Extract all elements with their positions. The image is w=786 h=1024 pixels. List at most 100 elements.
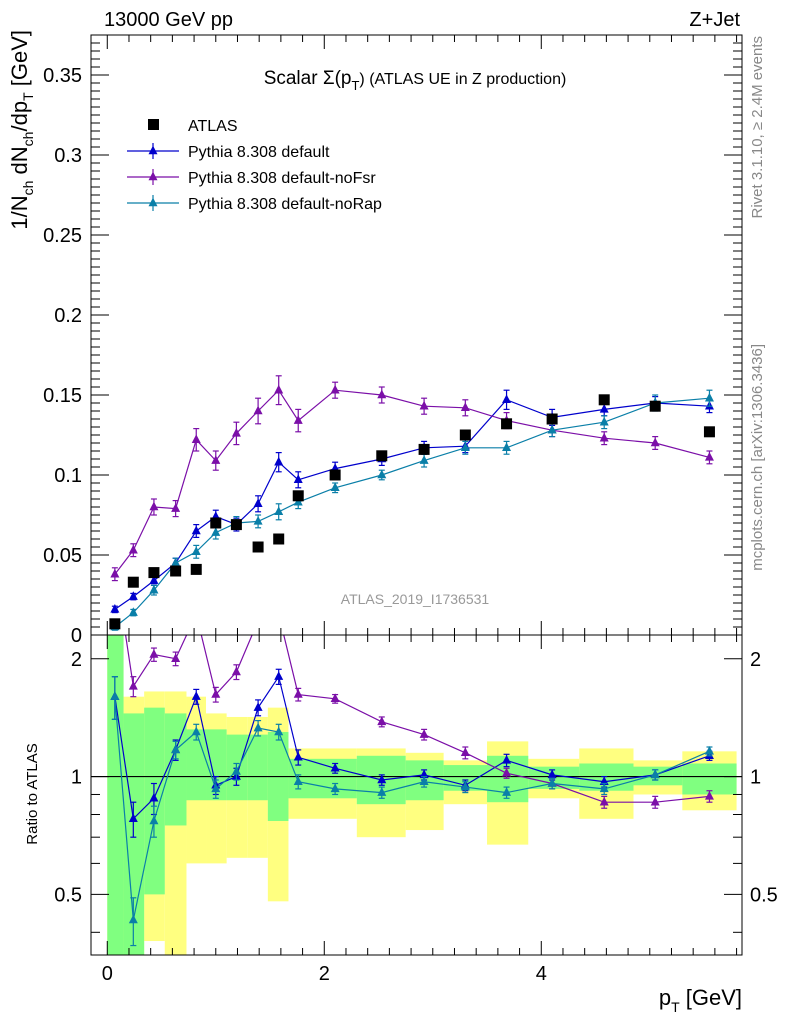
data-point-default — [293, 474, 303, 484]
x-tick-label: 4 — [536, 963, 547, 985]
y-tick-label: 0.35 — [43, 65, 82, 87]
data-point-atlas — [127, 576, 139, 588]
ratio-point-default — [502, 754, 512, 764]
ratio-point-noFsr — [211, 689, 221, 698]
ratio-point-noFsr — [650, 796, 660, 806]
data-point-atlas — [546, 413, 558, 425]
data-point-atlas — [190, 563, 202, 575]
data-point-default — [274, 456, 284, 466]
band-inner — [682, 763, 737, 795]
data-point-atlas — [109, 618, 121, 630]
ratio-point-noFsr — [110, 558, 119, 567]
y-tick-label: 0.3 — [54, 145, 82, 167]
rivet-version-label: Rivet 3.1.10, ≥ 2.4M events — [749, 36, 766, 219]
data-point-noFsr — [704, 452, 714, 461]
data-point-default — [191, 525, 201, 535]
data-point-atlas — [148, 567, 160, 579]
data-point-noRap — [502, 442, 512, 452]
data-point-atlas — [329, 469, 341, 481]
data-point-atlas — [252, 541, 264, 553]
mcplots-source-label: mcplots.cern.ch [arXiv:1306.3436] — [749, 344, 766, 571]
ratio-point-default — [191, 691, 201, 700]
ratio-point-noRap — [460, 781, 470, 791]
data-point-noRap — [599, 416, 609, 426]
data-point-noRap — [419, 455, 429, 464]
ratio-point-default — [293, 751, 303, 761]
ratio-point-default — [599, 776, 609, 785]
data-point-noFsr — [149, 501, 159, 511]
y-tick-label: 2 — [71, 649, 82, 671]
data-point-noFsr — [377, 389, 387, 399]
data-point-atlas — [230, 519, 242, 531]
data-point-atlas — [459, 429, 471, 441]
data-point-noFsr — [128, 544, 138, 554]
data-point-noFsr — [293, 415, 303, 424]
ratio-point-noRap — [253, 722, 263, 732]
analysis-id: ATLAS_2019_I1736531 — [341, 591, 490, 607]
ratio-point-default — [377, 774, 387, 784]
band-inner — [247, 734, 268, 801]
ratio-point-noRap — [211, 783, 221, 793]
ratio-point-default — [547, 769, 557, 779]
upper-axis-ticks: 0 0.05 0.1 0.15 0.2 0.25 0.3 0.35 — [43, 34, 742, 647]
data-point-noRap — [274, 506, 284, 516]
y-tick-label: 0.05 — [43, 545, 82, 567]
legend-marker-default — [148, 145, 158, 155]
y-tick-label: 0.5 — [54, 884, 82, 906]
ratio-point-noRap — [650, 769, 660, 779]
data-point-noRap — [460, 442, 470, 452]
ratio-series-layer — [110, 558, 714, 947]
ratio-point-noRap — [293, 776, 303, 785]
upper-panel: 0 0.05 0.1 0.15 0.2 0.25 0.3 0.35 Scalar Σ(pT) … — [7, 30, 743, 647]
x-tick-label: 0 — [102, 963, 113, 985]
data-point-noFsr — [274, 384, 284, 394]
legend-marker-noRap — [148, 197, 158, 207]
ratio-point-noRap — [110, 691, 120, 700]
data-point-atlas — [170, 565, 182, 577]
ratio-point-default — [149, 792, 159, 802]
data-point-noFsr — [330, 384, 340, 394]
ratio-point-noFsr — [171, 653, 181, 662]
data-point-noFsr — [419, 400, 429, 410]
data-point-noRap — [253, 516, 263, 525]
band-inner — [164, 713, 187, 826]
legend-label: Pythia 8.308 default-noRap — [188, 196, 382, 213]
data-point-noFsr — [253, 405, 263, 415]
data-point-noRap — [149, 584, 159, 594]
y-tick-label: 0.15 — [43, 385, 82, 407]
ratio-point-noFsr — [254, 615, 263, 624]
data-point-noFsr — [171, 503, 181, 512]
data-point-noRap — [211, 527, 221, 536]
data-point-default — [110, 604, 120, 613]
legend-marker-noFsr — [148, 171, 158, 181]
ratio-point-default — [253, 702, 263, 711]
ratio-point-noRap — [274, 726, 284, 736]
data-point-noRap — [547, 424, 557, 434]
data-point-atlas — [418, 443, 430, 455]
lower-axis-ticks: 0 2 4 0.5 0.5 1 1 2 2 — [54, 635, 778, 985]
ratio-point-noRap — [704, 745, 714, 755]
ratio-point-noRap — [128, 914, 138, 924]
ratio-point-noFsr — [128, 680, 138, 690]
data-point-default — [253, 498, 263, 508]
data-point-default — [149, 575, 159, 584]
ratio-point-noRap — [502, 787, 512, 796]
ratio-point-noRap — [231, 766, 241, 775]
data-point-noFsr — [231, 428, 241, 437]
lower-panel: 0 2 40.5 0.51 12 2 Ratio to ATLAS — [24, 558, 778, 985]
ratio-point-noRap — [330, 783, 340, 793]
legend: ATLAS Pythia 8.308 default Pythia 8.308 de… — [127, 118, 382, 213]
beam-label: 13000 GeV pp — [104, 9, 233, 31]
data-point-default — [599, 404, 609, 413]
upper-series-layer — [109, 375, 715, 631]
ratio-point-noFsr — [502, 767, 512, 777]
ratio-point-noFsr — [377, 716, 387, 726]
chart-title: Scalar Σ(pT) (ATLAS UE in Z production) — [264, 68, 567, 93]
y-tick-label: 0.2 — [54, 305, 82, 327]
y-tick-label: 0.1 — [54, 465, 82, 487]
ratio-point-noRap — [191, 726, 201, 736]
data-point-atlas — [598, 394, 610, 406]
ratio-point-default — [330, 762, 340, 772]
data-uncertainty-bands — [91, 635, 742, 955]
